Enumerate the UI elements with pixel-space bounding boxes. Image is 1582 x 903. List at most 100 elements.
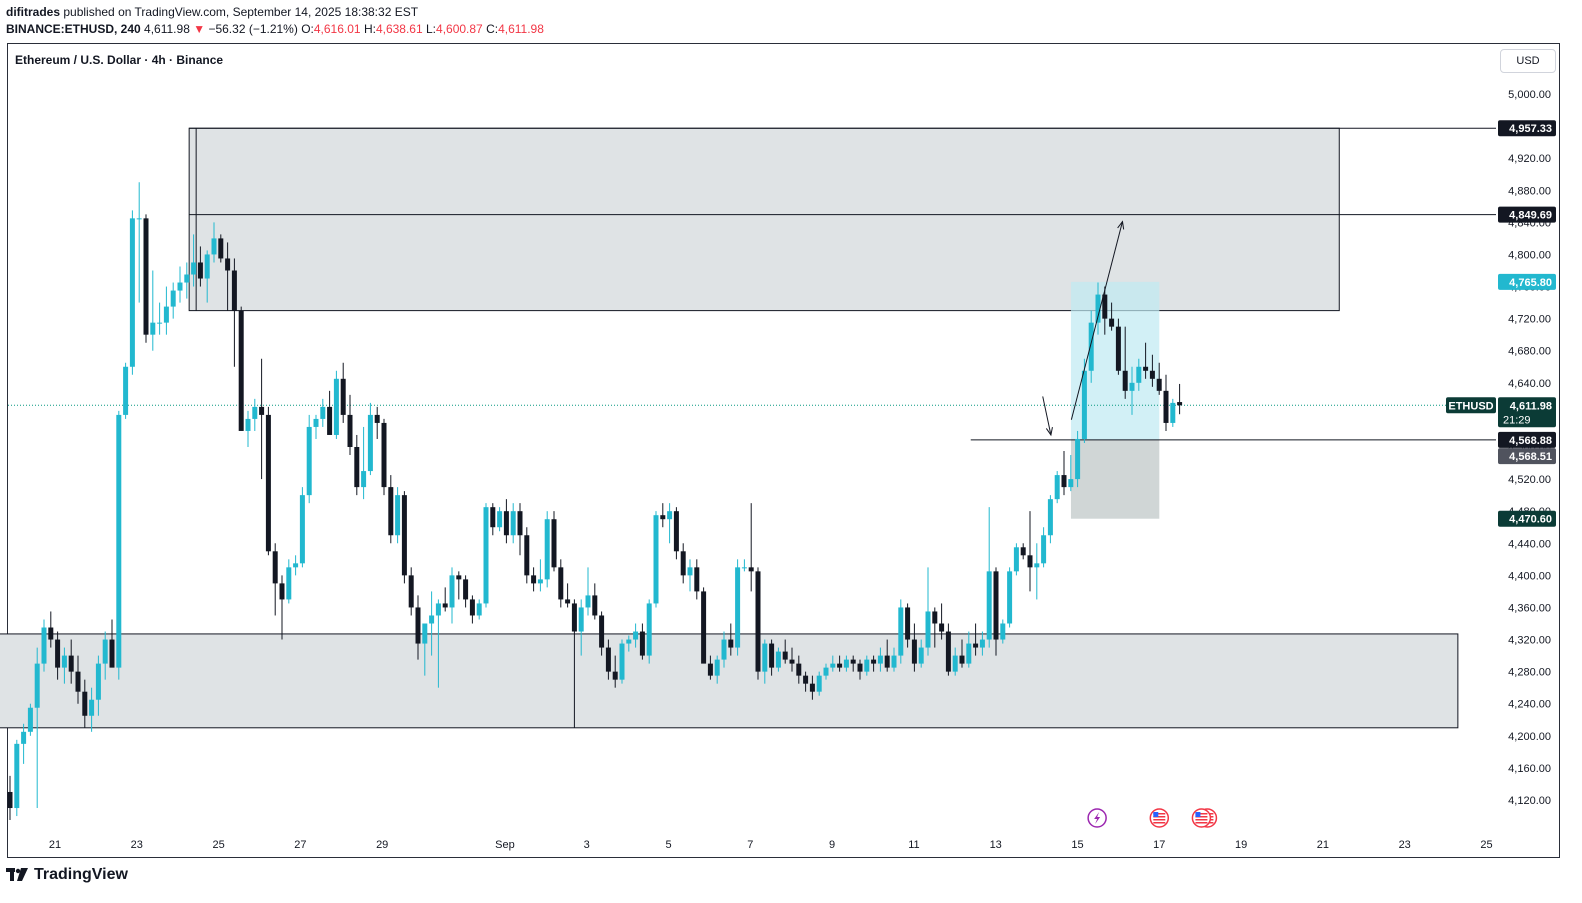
candle — [741, 559, 747, 572]
x-tick-label: 9 — [829, 839, 835, 851]
candle — [796, 655, 802, 684]
candle-body — [748, 567, 754, 572]
candle-body — [775, 651, 781, 668]
candle-body — [796, 663, 802, 676]
candle — [721, 631, 727, 668]
candle — [979, 631, 985, 656]
candle-body — [252, 406, 258, 419]
x-tick-label: 29 — [376, 839, 388, 851]
candle — [7, 775, 13, 821]
arrow-line — [1042, 396, 1052, 436]
x-tick-label: 13 — [990, 839, 1002, 851]
arrow-head — [1117, 220, 1125, 230]
candle-body — [1170, 402, 1176, 423]
candle-body — [1075, 438, 1081, 480]
candle — [565, 583, 571, 608]
candle-body — [55, 639, 61, 668]
candle-body — [442, 603, 448, 608]
flag-stripe — [1153, 819, 1166, 821]
candle-body — [245, 418, 251, 431]
candle — [701, 587, 707, 664]
y-tick-label: 4,920.00 — [1508, 153, 1551, 165]
candle — [973, 623, 979, 656]
candle — [469, 595, 475, 624]
candle — [211, 222, 217, 263]
candle-body — [986, 571, 992, 640]
candle-body — [109, 639, 115, 668]
candle-body — [939, 623, 945, 632]
price-label-text: 4,957.33 — [1509, 123, 1552, 135]
candle — [837, 655, 843, 672]
countdown-text: 21:29 — [1503, 414, 1531, 426]
candle-body — [306, 426, 312, 496]
candle-body — [89, 699, 95, 716]
candle-body — [429, 615, 435, 624]
candle — [150, 270, 156, 351]
publish-info: difitrades published on TradingView.com,… — [6, 5, 418, 19]
candle — [1047, 495, 1053, 544]
candle — [14, 739, 20, 817]
candle — [306, 414, 312, 504]
lightning-icon — [1087, 808, 1107, 828]
price-label-bg — [1498, 448, 1556, 465]
candle — [932, 607, 938, 648]
candle — [388, 475, 394, 544]
x-tick-label: 15 — [1071, 839, 1083, 851]
candle-body — [850, 659, 856, 664]
x-tick-label: 23 — [1399, 839, 1411, 851]
candle — [34, 647, 40, 809]
arrow-head — [1045, 427, 1053, 437]
flag-stripe — [1153, 816, 1166, 818]
candle — [354, 434, 360, 496]
y-tick-label: 4,880.00 — [1508, 185, 1551, 197]
candle-body — [898, 607, 904, 656]
candle — [286, 559, 292, 604]
candle — [225, 242, 231, 311]
candle — [136, 182, 142, 303]
price-label-text: 4,568.88 — [1509, 435, 1552, 447]
candle — [925, 567, 931, 656]
last-price: 4,611.98 — [144, 22, 190, 36]
candle-body — [157, 322, 163, 324]
y-tick-label: 4,440.00 — [1508, 538, 1551, 550]
candle-body — [14, 743, 20, 809]
candle — [945, 623, 951, 676]
tradingview-logo[interactable]: TradingView — [6, 866, 128, 884]
candle-body — [469, 599, 475, 616]
candle-body — [612, 671, 618, 680]
candle-body — [1143, 366, 1149, 371]
candle — [1102, 286, 1108, 335]
candle — [231, 258, 237, 367]
candle — [857, 659, 863, 680]
candle — [830, 655, 836, 672]
candle-body — [204, 254, 210, 279]
candle — [27, 703, 33, 736]
candle — [1088, 310, 1094, 383]
candle — [1081, 358, 1087, 443]
candle-body — [599, 615, 605, 648]
candle-body — [197, 262, 203, 279]
candle-body — [61, 655, 67, 668]
author-name[interactable]: difitrades — [6, 5, 61, 19]
zone-upper-supply — [188, 127, 1340, 312]
candle — [109, 619, 115, 668]
currency-button[interactable]: USD — [1500, 49, 1556, 73]
us-flag-double-icon — [1191, 808, 1218, 828]
candle-body — [741, 567, 747, 569]
candle-body — [238, 310, 244, 431]
candle-body — [1054, 475, 1060, 500]
candle-body — [1027, 555, 1033, 568]
time-axis: 21 23 25 27 29 Sep 3 5 7 9 11 13 15 17 19 21 23 25 — [49, 839, 1493, 851]
candle — [558, 559, 564, 608]
candle — [170, 282, 176, 319]
candle-body — [286, 567, 292, 600]
candle-body — [218, 238, 224, 259]
candle-body — [21, 731, 27, 744]
candle — [918, 639, 924, 668]
candle — [347, 394, 353, 456]
candle — [415, 595, 421, 660]
candle-body — [537, 579, 543, 584]
flag-stripe — [1153, 822, 1166, 824]
candle-body — [571, 603, 577, 632]
